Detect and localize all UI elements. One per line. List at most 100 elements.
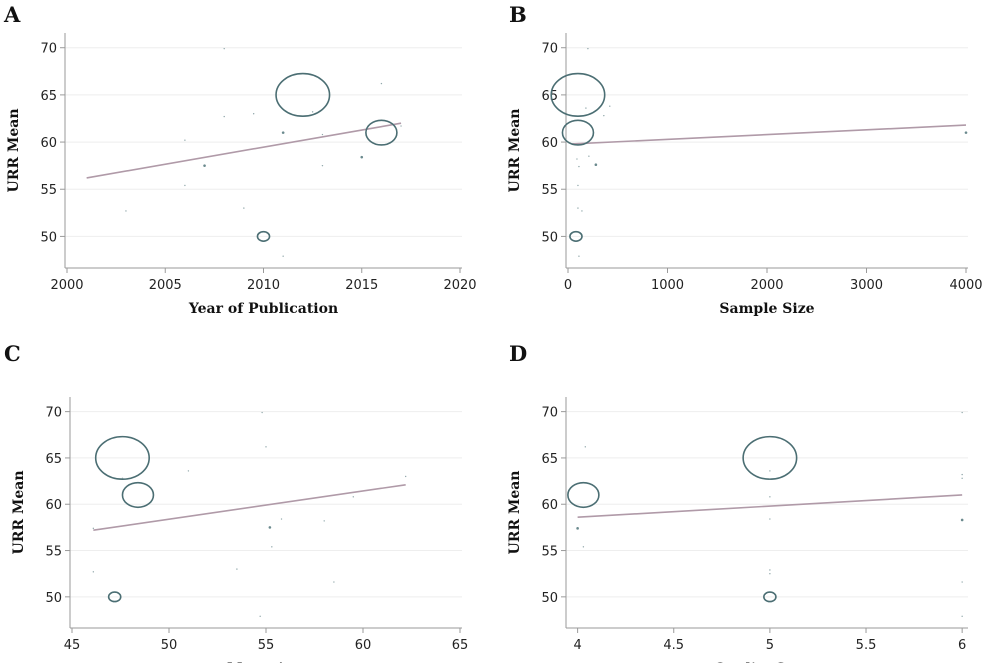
y-tick-label: 50: [40, 230, 57, 245]
point: [360, 155, 364, 159]
point: [323, 520, 325, 522]
panel-letter: A: [3, 2, 21, 27]
point: [223, 115, 225, 118]
y-tick-label: 55: [45, 545, 62, 560]
y-tick-label: 60: [40, 136, 57, 151]
y-tick-label: 60: [541, 498, 558, 513]
x-tick-label: 1000: [651, 278, 684, 293]
point: [576, 527, 579, 530]
x-tick-label: 65: [452, 638, 469, 653]
y-tick-label: 50: [45, 591, 62, 606]
point: [578, 255, 580, 257]
point: [769, 470, 771, 472]
x-tick-label: 50: [161, 638, 178, 653]
x-tick-label: 2000: [750, 278, 783, 293]
x-tick-label: 0: [564, 278, 572, 293]
point: [763, 591, 777, 603]
point: [582, 546, 585, 548]
point: [259, 615, 261, 617]
point: [265, 446, 267, 448]
point: [594, 163, 598, 167]
point: [187, 470, 190, 472]
point: [121, 481, 155, 509]
x-tick-label: 4: [573, 638, 581, 653]
point: [311, 111, 314, 113]
point: [121, 477, 124, 480]
point: [184, 139, 186, 141]
point: [581, 210, 583, 212]
point: [333, 581, 335, 583]
point: [252, 113, 255, 115]
point: [569, 230, 583, 242]
point: [585, 107, 587, 109]
point: [321, 164, 324, 167]
point: [92, 571, 95, 573]
point: [92, 527, 95, 530]
point: [550, 72, 606, 117]
panel-letter: C: [4, 341, 21, 366]
point: [578, 165, 580, 168]
panel-letter: D: [509, 341, 527, 366]
x-axis-title: Mean Age: [227, 661, 305, 663]
point: [243, 207, 245, 209]
point: [961, 615, 963, 617]
point: [203, 164, 206, 167]
x-tick-label: 4000: [949, 278, 982, 293]
panel-letter: B: [509, 2, 527, 27]
y-axis-title: URR Mean: [11, 470, 27, 554]
point: [769, 569, 771, 571]
x-tick-label: 2000: [50, 278, 83, 293]
point: [561, 119, 595, 146]
point: [94, 435, 150, 481]
point: [961, 411, 963, 414]
y-tick-label: 65: [541, 89, 558, 104]
point: [282, 255, 284, 257]
x-tick-label: 2010: [247, 278, 280, 293]
fit-line: [571, 124, 967, 145]
point: [365, 119, 398, 146]
point: [275, 72, 331, 117]
point: [769, 478, 771, 480]
x-tick-label: 2020: [443, 278, 476, 293]
y-tick-label: 70: [45, 406, 62, 421]
point: [400, 125, 402, 127]
point: [603, 114, 605, 117]
fit-line: [577, 494, 963, 519]
x-tick-label: 3000: [850, 278, 883, 293]
x-axis-title: Year of Publication: [188, 301, 338, 317]
x-tick-label: 55: [258, 638, 275, 653]
point: [577, 184, 579, 187]
point: [352, 496, 354, 498]
point: [280, 518, 283, 520]
point: [960, 518, 964, 522]
x-tick-label: 60: [355, 638, 372, 653]
y-tick-label: 70: [541, 42, 558, 57]
point: [769, 496, 771, 498]
x-tick-label: 45: [64, 638, 81, 653]
point: [961, 581, 963, 583]
y-tick-label: 50: [541, 230, 558, 245]
point: [256, 230, 271, 242]
point: [587, 47, 589, 50]
y-tick-label: 70: [40, 42, 57, 57]
y-tick-label: 55: [541, 183, 558, 198]
point: [609, 105, 611, 107]
fit-line: [86, 122, 402, 179]
y-tick-label: 50: [541, 591, 558, 606]
y-tick-label: 65: [541, 452, 558, 467]
point: [380, 82, 383, 85]
fit-line: [93, 483, 406, 531]
y-tick-label: 65: [40, 89, 57, 104]
x-tick-label: 2015: [345, 278, 378, 293]
point: [223, 47, 225, 50]
x-tick-label: 4.5: [663, 638, 684, 653]
point: [107, 591, 122, 603]
point: [577, 207, 579, 209]
point: [261, 411, 263, 414]
point: [584, 446, 587, 448]
point: [125, 210, 127, 212]
panel-d: D 50 55 60 65 70 4 4.5 5 5.5 6 Quality Score URR Mea…: [507, 341, 968, 663]
y-tick-label: 70: [541, 406, 558, 421]
point: [769, 518, 771, 520]
